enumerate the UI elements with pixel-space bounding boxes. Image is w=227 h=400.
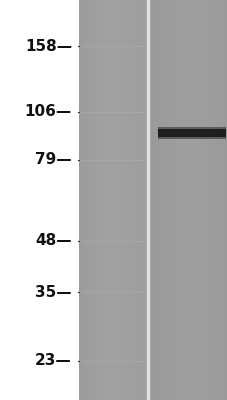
Bar: [136, 0, 138, 400]
Bar: [199, 0, 201, 400]
Bar: [124, 0, 127, 400]
Bar: [212, 0, 214, 400]
Bar: [81, 0, 83, 400]
Text: 106—: 106—: [25, 104, 72, 119]
Bar: [106, 0, 109, 400]
Bar: [109, 0, 111, 400]
Bar: [120, 0, 122, 400]
Bar: [163, 0, 166, 400]
Bar: [158, 0, 160, 400]
Bar: [186, 0, 189, 400]
Bar: [115, 0, 118, 400]
Bar: [204, 0, 207, 400]
Bar: [138, 0, 141, 400]
Bar: [168, 0, 171, 400]
Bar: [92, 0, 95, 400]
Bar: [129, 0, 131, 400]
Bar: [153, 0, 155, 400]
Bar: [173, 0, 176, 400]
Bar: [178, 0, 181, 400]
Bar: [155, 0, 158, 400]
Bar: [157, 137, 225, 139]
Bar: [101, 0, 104, 400]
Bar: [79, 0, 81, 400]
Bar: [194, 0, 196, 400]
Bar: [222, 0, 225, 400]
Bar: [122, 0, 124, 400]
Bar: [111, 0, 113, 400]
Bar: [150, 0, 153, 400]
Bar: [141, 0, 143, 400]
Text: 35—: 35—: [35, 285, 72, 300]
Bar: [104, 0, 106, 400]
Text: 48—: 48—: [35, 233, 72, 248]
Bar: [83, 0, 86, 400]
Bar: [134, 0, 136, 400]
Bar: [160, 0, 163, 400]
Bar: [201, 0, 204, 400]
Bar: [113, 0, 115, 400]
Bar: [176, 0, 178, 400]
Bar: [145, 0, 147, 400]
Bar: [189, 0, 191, 400]
Text: 23—: 23—: [35, 353, 72, 368]
Text: 158—: 158—: [25, 39, 72, 54]
Bar: [97, 0, 99, 400]
Bar: [225, 0, 227, 400]
Bar: [99, 0, 101, 400]
Bar: [191, 0, 194, 400]
Bar: [157, 127, 225, 129]
Bar: [166, 0, 168, 400]
Bar: [95, 0, 97, 400]
Bar: [196, 0, 199, 400]
Bar: [181, 0, 184, 400]
Bar: [79, 0, 227, 400]
Bar: [127, 0, 129, 400]
Bar: [90, 0, 92, 400]
Bar: [207, 0, 209, 400]
Bar: [171, 0, 173, 400]
Bar: [184, 0, 186, 400]
Bar: [217, 0, 219, 400]
Bar: [157, 127, 225, 139]
Text: 79—: 79—: [35, 152, 72, 167]
Bar: [143, 0, 145, 400]
Bar: [219, 0, 222, 400]
Bar: [118, 0, 120, 400]
Bar: [214, 0, 217, 400]
Bar: [131, 0, 134, 400]
Bar: [88, 0, 90, 400]
Bar: [209, 0, 212, 400]
Bar: [86, 0, 88, 400]
